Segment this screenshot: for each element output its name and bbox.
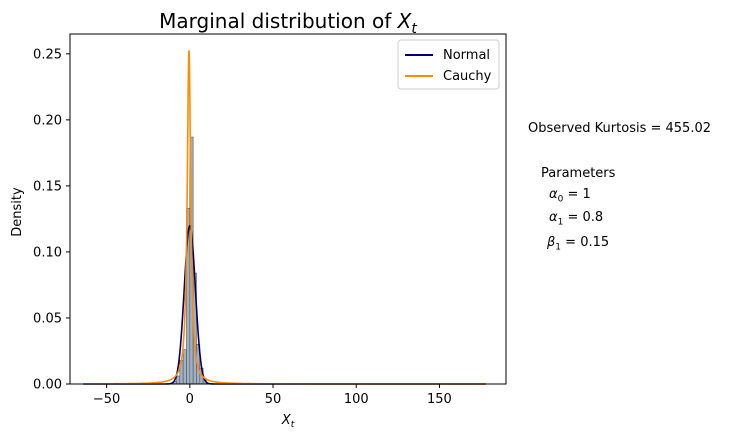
x-axis-label-var: X — [281, 413, 292, 428]
param-alpha1: α1 = 0.8 — [549, 210, 603, 228]
x-tick-label: 50 — [265, 392, 282, 407]
chart-title-prefix: Marginal distribution of — [159, 9, 397, 33]
chart-title-sub: t — [411, 21, 417, 37]
param-alpha0-value: = 1 — [563, 187, 591, 202]
param-beta1-value: = 0.15 — [561, 235, 610, 250]
histogram-bar — [176, 375, 181, 385]
x-tick-label: 100 — [344, 392, 369, 407]
chart-title-var: X — [397, 9, 413, 33]
param-alpha1-sub: 1 — [557, 217, 564, 228]
y-tick-label: 0.00 — [33, 378, 62, 393]
y-tick-label: 0.10 — [33, 245, 62, 260]
x-tick-label: 0 — [186, 392, 194, 407]
param-alpha1-value: = 0.8 — [563, 210, 604, 225]
histogram-bar — [182, 349, 187, 385]
legend: Normal Cauchy — [397, 39, 500, 90]
series-line-normal — [83, 224, 487, 385]
curves — [83, 50, 487, 385]
legend-cauchy-label: Cauchy — [443, 69, 492, 84]
x-tick-label: −50 — [93, 392, 120, 407]
param-alpha0-sub: 0 — [557, 194, 564, 205]
param-alpha0-symbol: α — [549, 187, 558, 202]
y-axis: 0.00 0.05 0.10 0.15 0.20 0.25 — [33, 47, 70, 393]
param-beta1-sub: 1 — [555, 242, 562, 253]
x-tick-label: 150 — [427, 392, 452, 407]
plot-frame — [69, 33, 507, 385]
parameters-heading: Parameters — [541, 166, 616, 181]
param-beta1: β1 = 0.15 — [547, 235, 609, 253]
legend-normal-label: Normal — [443, 48, 490, 63]
param-alpha1-symbol: α — [549, 210, 558, 225]
y-tick-label: 0.05 — [33, 311, 62, 326]
x-axis-label-sub: t — [291, 420, 295, 430]
chart-title: Marginal distribution of Xt — [159, 9, 417, 37]
series-line-cauchy — [83, 50, 487, 385]
y-axis-label: Density — [10, 187, 25, 237]
y-tick-label: 0.25 — [33, 47, 62, 62]
y-tick-label: 0.20 — [33, 113, 62, 128]
y-tick-label: 0.15 — [33, 179, 62, 194]
x-axis: −50 0 50 100 150 — [93, 384, 452, 407]
param-alpha0: α0 = 1 — [549, 187, 591, 205]
kurtosis-annotation: Observed Kurtosis = 455.02 — [528, 121, 711, 136]
x-axis-label: Xt — [281, 413, 295, 430]
param-beta1-symbol: β — [547, 235, 556, 250]
